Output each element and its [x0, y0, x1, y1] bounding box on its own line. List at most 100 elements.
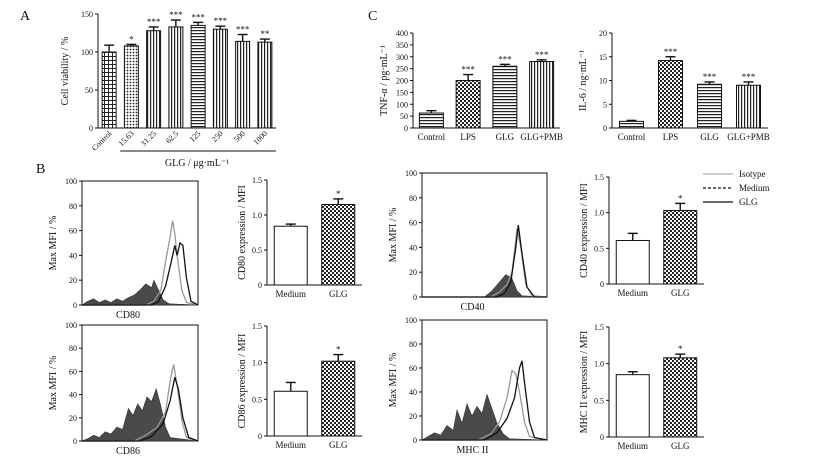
cd40-bar-ytick-label: 1.0: [594, 209, 604, 218]
viability-bar: [146, 30, 162, 129]
panel-label-b: B: [36, 162, 45, 177]
viability-category-label: 15.63: [117, 129, 136, 148]
viability-bar: [168, 26, 184, 129]
cd40-bar-category-label: GLG: [671, 288, 690, 298]
il6-bar: [619, 120, 644, 129]
tnf-ytick-label: 400: [396, 29, 408, 38]
mhc-hist-xlabel: MHC II: [457, 445, 489, 456]
cd80-hist-chart: 0 20 40 60 80 100 Max MFI / % CD80: [48, 177, 199, 321]
viability-significance-mark: ***: [191, 12, 205, 22]
tnf-category-label: Control: [418, 132, 446, 142]
cd80-bar-chart: 0 0.5 1.0 1.5 CD80 expression / MFI Medium * GL…: [237, 176, 362, 299]
il6-category-label: GLG+PMB: [727, 132, 770, 142]
viability-ylabel: Cell viability / %: [60, 37, 71, 106]
mhc-hist-medium-line: [422, 369, 548, 441]
cd86-bar-bar: [321, 360, 356, 437]
cd80-bar-ytick-label: 1.5: [252, 176, 262, 185]
tnf-bar: [492, 65, 518, 129]
tnf-category-label: LPS: [460, 132, 476, 142]
viability-significance-mark: ***: [214, 16, 228, 26]
mhc-hist-ytick-label: 20: [409, 412, 417, 421]
cd86-hist-isotype-area: [81, 387, 199, 442]
il6-significance-mark: ***: [742, 72, 756, 82]
tnf-significance-mark: ***: [498, 54, 512, 64]
il6-bar: [697, 83, 722, 129]
cd40-bar-ytick-label: 0.5: [594, 244, 604, 253]
mhc-hist-chart: 0 20 40 60 80 100 Max MFI / % MHC II: [388, 316, 548, 456]
cd80-bar-bar: [321, 204, 356, 286]
tnf-category-label: GLG+PMB: [520, 132, 563, 142]
tnf-bar: [455, 80, 481, 129]
cd86-hist-glg-line: [82, 377, 199, 442]
cd40-hist-medium-line: [422, 228, 548, 298]
tnf-bar: [418, 112, 444, 129]
viability-bar: [190, 24, 206, 129]
cd86-hist-xlabel: CD86: [116, 446, 140, 457]
cd86-bar-ytick-label: 1.0: [252, 359, 262, 368]
cd40-hist-ytick-label: 80: [409, 194, 417, 203]
il6-significance-mark: ***: [703, 72, 717, 82]
cd86-hist-ytick-label: 100: [65, 321, 77, 330]
il6-category-label: Control: [618, 132, 646, 142]
cd80-hist-glg-line: [82, 241, 199, 306]
viability-chart: 0 50 100 150 Cell viability / % Control * 15.63…: [60, 10, 276, 169]
cd86-hist-chart: 0 20 40 60 80 100 Max MFI / % CD86: [48, 321, 199, 457]
panel-label-c: C: [368, 9, 377, 24]
cd80-hist-ytick-label: 40: [69, 251, 77, 260]
cd86-bar-category-label: GLG: [329, 440, 348, 450]
cd86-bar-ytick-label: 0: [258, 432, 262, 441]
cd40-hist-chart: 0 20 40 60 80 100 Max MFI / % CD40 Isotype Medium…: [388, 169, 770, 313]
cd80-bar-category-label: GLG: [329, 289, 348, 299]
tnf-significance-mark: ***: [535, 50, 549, 60]
viability-category-label: 1000: [252, 129, 270, 147]
viability-significance-mark: ***: [147, 17, 161, 27]
mhc-bar-ytick-label: 0: [600, 433, 604, 442]
cd86-hist-ytick-label: 40: [69, 391, 77, 400]
cd40-hist-glg-line: [422, 225, 547, 298]
viability-category-label: 125: [188, 129, 203, 144]
cd80-bar-category-label: Medium: [276, 289, 307, 299]
cd40-bar-significance-mark: *: [678, 193, 683, 203]
viability-bar: [212, 28, 228, 129]
mhc-bar-category-label: Medium: [618, 441, 649, 451]
cd86-hist-ytick-label: 20: [69, 414, 77, 423]
cd40-hist-frame: [421, 172, 548, 298]
cd80-bar-ytick-label: 1.0: [252, 211, 262, 220]
mhc-hist-ytick-label: 60: [409, 364, 417, 373]
tnf-chart: 0 50 100 150 200 250 300 350 400 TNF-α / pg·mL⁻¹ C…: [379, 29, 563, 142]
il6-category-label: LPS: [663, 132, 679, 142]
cd86-hist-ytick-label: 80: [69, 344, 77, 353]
tnf-ytick-label: 100: [396, 100, 408, 109]
mhc-bar-bar: [663, 357, 698, 438]
cd40-hist-ytick-label: 20: [409, 268, 417, 277]
legend-label: Isotype: [739, 169, 766, 179]
il6-ytick-label: 15: [599, 53, 607, 62]
mhc-hist-isotype-area: [420, 393, 548, 441]
il6-bar: [658, 60, 683, 129]
cd86-hist-ylabel: Max MFI / %: [48, 356, 59, 411]
mhc-bar-bar: [615, 374, 650, 438]
cd80-bar-ylabel: CD80 expression / MFI: [237, 185, 248, 280]
cd40-bar-ytick-label: 0: [600, 280, 604, 289]
cd40-hist-ytick-label: 60: [409, 219, 417, 228]
mhc-bar-chart: 0 0.5 1.0 1.5 MHC II expression / MFI Medium *…: [579, 323, 704, 451]
tnf-ytick-label: 300: [396, 53, 408, 62]
il6-ytick-label: 20: [599, 29, 607, 38]
panel-label-a: A: [20, 9, 31, 24]
legend-label: Medium: [739, 183, 770, 193]
cd40-hist-xlabel: CD40: [461, 302, 485, 313]
viability-bar: [101, 51, 117, 129]
viability-bar: [235, 40, 251, 129]
cd86-bar-significance-mark: *: [336, 345, 341, 355]
il6-ylabel: IL-6 / ng·mL⁻¹: [578, 50, 589, 111]
cd86-bar-bar: [273, 390, 308, 437]
cd40-hist-isotype-area: [422, 274, 548, 298]
cd40-hist-ylabel: Max MFI / %: [388, 208, 399, 263]
mhc-bar-ytick-label: 1.5: [594, 323, 604, 332]
mhc-hist-ylabel: Max MFI / %: [388, 353, 399, 408]
tnf-ytick-label: 200: [396, 77, 408, 86]
viability-bar: [257, 41, 273, 129]
tnf-ytick-label: 0: [404, 124, 408, 133]
